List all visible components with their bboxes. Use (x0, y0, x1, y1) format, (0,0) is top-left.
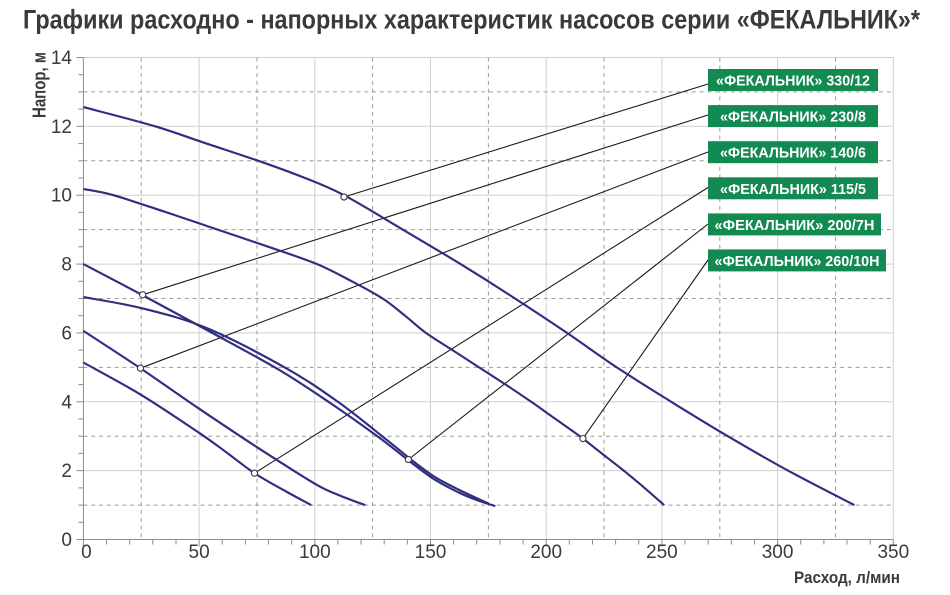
svg-text:12: 12 (51, 117, 72, 138)
svg-text:0: 0 (61, 530, 72, 551)
svg-text:Расход, л/мин: Расход, л/мин (794, 568, 900, 587)
svg-text:Графики расходно - напорных ха: Графики расходно - напорных характеристи… (23, 5, 920, 35)
svg-text:4: 4 (61, 392, 72, 413)
svg-text:«ФЕКАЛЬНИК» 200/7Н: «ФЕКАЛЬНИК» 200/7Н (715, 217, 875, 234)
svg-text:2: 2 (61, 461, 72, 482)
svg-text:0: 0 (81, 542, 92, 563)
svg-text:«ФЕКАЛЬНИК» 115/5: «ФЕКАЛЬНИК» 115/5 (720, 181, 867, 198)
svg-text:8: 8 (61, 255, 72, 276)
svg-text:150: 150 (415, 542, 447, 563)
svg-text:6: 6 (61, 323, 72, 344)
svg-text:Напор, м: Напор, м (30, 52, 50, 118)
svg-text:350: 350 (877, 542, 909, 563)
svg-text:250: 250 (646, 542, 678, 563)
svg-text:«ФЕКАЛЬНИК» 140/6: «ФЕКАЛЬНИК» 140/6 (720, 145, 866, 162)
svg-text:«ФЕКАЛЬНИК» 230/8: «ФЕКАЛЬНИК» 230/8 (720, 109, 866, 126)
svg-text:10: 10 (51, 186, 72, 207)
svg-text:200: 200 (530, 542, 562, 563)
svg-text:«ФЕКАЛЬНИК» 330/12: «ФЕКАЛЬНИК» 330/12 (716, 73, 870, 90)
svg-text:14: 14 (51, 48, 73, 69)
svg-text:300: 300 (762, 542, 794, 563)
svg-text:«ФЕКАЛЬНИК» 260/10Н: «ФЕКАЛЬНИК» 260/10Н (715, 253, 880, 270)
svg-text:100: 100 (299, 542, 331, 563)
svg-text:50: 50 (189, 542, 210, 563)
